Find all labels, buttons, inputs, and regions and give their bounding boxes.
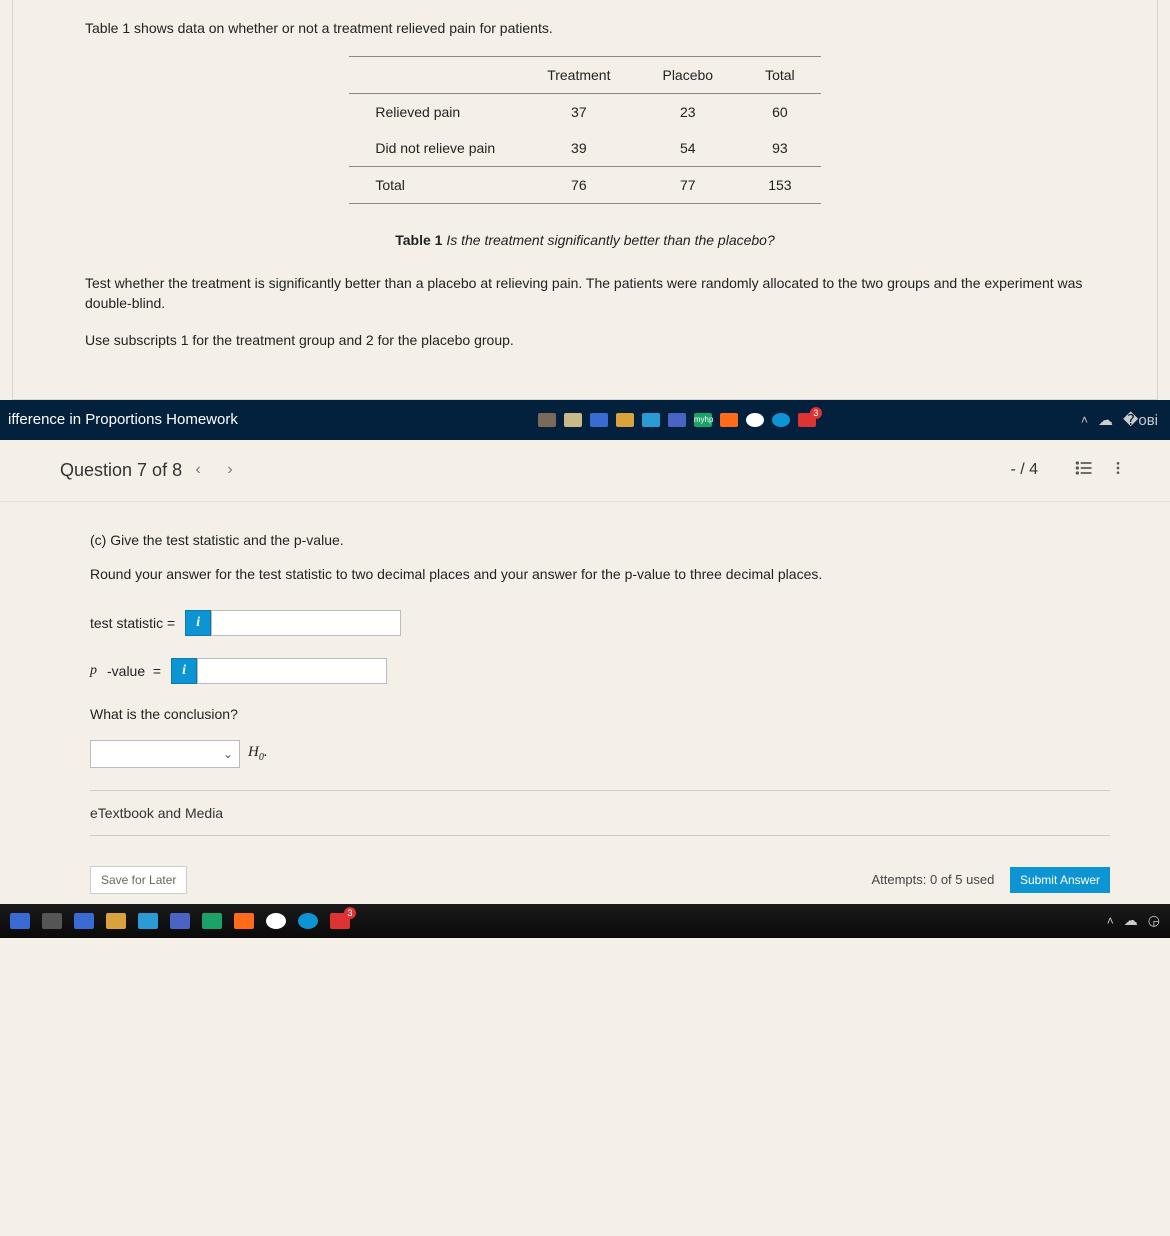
conclusion-row: ⌄ H0. [90, 740, 1110, 768]
window-titlebar: ifference in Proportions Homework myhp ˄… [0, 400, 1170, 440]
p-value-label: -value = [107, 663, 161, 679]
wifi-icon[interactable]: ◶ [1148, 912, 1160, 929]
app-icon[interactable] [668, 413, 686, 427]
answer-area: (c) Give the test statistic and the p-va… [0, 502, 1170, 904]
table-row: Relieved pain 37 23 60 [349, 94, 820, 131]
camera-icon[interactable] [746, 413, 764, 427]
h0-label: H0. [248, 744, 268, 763]
p-value-row: p-value = i [90, 658, 1110, 684]
edge-icon[interactable] [138, 913, 158, 929]
rounding-instructions: Round your answer for the test statistic… [90, 566, 1110, 582]
app-icon[interactable] [720, 413, 738, 427]
table-caption: Table 1 Is the treatment significantly b… [85, 232, 1085, 248]
app-icon[interactable] [234, 913, 254, 929]
col-treatment: Treatment [521, 57, 636, 94]
app-icon[interactable] [564, 413, 582, 427]
next-question-button[interactable]: › [218, 458, 242, 482]
camera-icon[interactable] [266, 913, 286, 929]
chevron-down-icon: ⌄ [223, 747, 233, 761]
col-blank [349, 57, 521, 94]
col-total: Total [739, 57, 821, 94]
window-title: ifference in Proportions Homework [8, 411, 238, 428]
os-taskbar: ˄ ☁ ◶ [0, 904, 1170, 938]
save-for-later-button[interactable]: Save for Later [90, 866, 187, 894]
wifi-icon[interactable]: �ові [1123, 411, 1158, 429]
table-row: Total 76 77 153 [349, 167, 820, 204]
search-icon[interactable] [42, 913, 62, 929]
app-icon[interactable] [170, 913, 190, 929]
cloud-icon[interactable]: ☁ [1124, 912, 1138, 929]
p-value-input[interactable] [197, 658, 387, 684]
test-statistic-label: test statistic = [90, 615, 175, 631]
folder-icon[interactable] [106, 913, 126, 929]
paragraph-test: Test whether the treatment is significan… [85, 274, 1085, 313]
start-icon[interactable] [10, 913, 30, 929]
help-icon[interactable] [298, 913, 318, 929]
data-table: Treatment Placebo Total Relieved pain 37… [349, 56, 820, 204]
app-icon[interactable] [74, 913, 94, 929]
footer-row: Save for Later Attempts: 0 of 5 used Sub… [90, 836, 1110, 894]
info-icon[interactable]: i [185, 610, 211, 636]
more-icon[interactable] [1110, 458, 1130, 483]
prev-question-button[interactable]: ‹ [186, 458, 210, 482]
myhp-icon[interactable]: myhp [694, 413, 712, 427]
myhp-icon[interactable] [202, 913, 222, 929]
submit-answer-button[interactable]: Submit Answer [1010, 867, 1110, 893]
score-display: - / 4 [1010, 461, 1038, 479]
table-row: Did not relieve pain 39 54 93 [349, 130, 820, 167]
help-icon[interactable] [772, 413, 790, 427]
problem-statement: Table 1 shows data on whether or not a t… [12, 0, 1158, 400]
pen-icon[interactable] [538, 413, 556, 427]
chevron-up-icon[interactable]: ˄ [1081, 413, 1088, 427]
folder-icon[interactable] [616, 413, 634, 427]
info-icon[interactable]: i [171, 658, 197, 684]
intro-text: Table 1 shows data on whether or not a t… [85, 20, 1085, 36]
paragraph-subscripts: Use subscripts 1 for the treatment group… [85, 331, 1085, 351]
list-icon[interactable] [1074, 458, 1094, 483]
app-icon[interactable] [590, 413, 608, 427]
col-placebo: Placebo [636, 57, 739, 94]
question-label: Question 7 of 8 [60, 460, 182, 481]
etextbook-media-link[interactable]: eTextbook and Media [90, 790, 1110, 836]
edge-icon[interactable] [642, 413, 660, 427]
notifications-icon[interactable] [330, 913, 350, 929]
test-statistic-input[interactable] [211, 610, 401, 636]
conclusion-select[interactable]: ⌄ [90, 740, 240, 768]
test-statistic-row: test statistic = i [90, 610, 1110, 636]
titlebar-mini-icons: myhp [538, 413, 816, 427]
chevron-up-icon[interactable]: ˄ [1107, 914, 1114, 928]
notifications-icon[interactable] [798, 413, 816, 427]
question-bar: Question 7 of 8 ‹ › - / 4 [0, 440, 1170, 502]
cloud-icon[interactable]: ☁ [1098, 411, 1113, 429]
part-prompt: (c) Give the test statistic and the p-va… [90, 532, 1110, 548]
conclusion-question: What is the conclusion? [90, 706, 1110, 722]
system-tray: ˄ ☁ ◶ [1107, 912, 1160, 929]
attempts-text: Attempts: 0 of 5 used [871, 872, 994, 887]
